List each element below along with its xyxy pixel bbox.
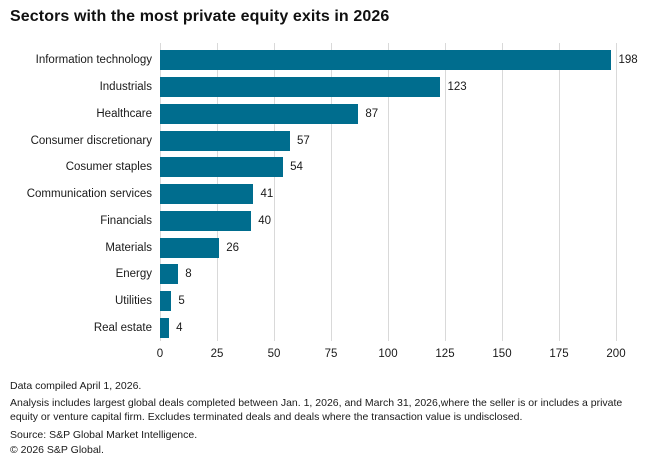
value-label: 41 <box>260 188 274 201</box>
category-label: Industrials <box>99 81 152 94</box>
bar-row: Healthcare 87 <box>0 100 660 127</box>
bar-row: Cosumer staples 54 <box>0 154 660 181</box>
footnote-compiled: Data compiled April 1, 2026. <box>10 380 142 392</box>
value-label: 87 <box>365 107 379 120</box>
bar-row: Information technology 198 <box>0 47 660 74</box>
value-label: 8 <box>185 268 192 281</box>
gridline <box>559 43 560 341</box>
bar-row: Consumer discretionary 57 <box>0 127 660 154</box>
bar-row: Energy 8 <box>0 261 660 288</box>
value-label: 40 <box>258 214 271 227</box>
bar-row: Industrials 123 <box>0 74 660 101</box>
value-label: 5 <box>178 294 185 307</box>
bar <box>160 210 252 231</box>
x-tick-label: 175 <box>549 348 569 360</box>
bar <box>160 290 172 311</box>
bar <box>160 50 612 71</box>
category-label: Real estate <box>93 321 152 334</box>
category-label: Utilities <box>114 294 152 307</box>
footnote-copyright: © 2026 S&P Global. <box>10 443 104 456</box>
x-tick-label: 75 <box>324 348 338 360</box>
value-label: 198 <box>618 54 638 67</box>
value-label: 4 <box>176 321 183 334</box>
category-label: Healthcare <box>96 107 152 120</box>
category-label: Financials <box>100 214 152 227</box>
value-label: 26 <box>226 241 240 254</box>
x-tick-label: 150 <box>492 348 512 360</box>
bar <box>160 130 290 151</box>
bar <box>160 317 170 338</box>
bar <box>160 103 359 124</box>
value-label: 123 <box>447 81 467 94</box>
gridline <box>388 43 389 341</box>
bar <box>160 184 254 205</box>
gridline <box>331 43 332 341</box>
gridline <box>445 43 446 341</box>
value-label: 54 <box>290 161 303 174</box>
gridline <box>274 43 275 341</box>
category-label: Cosumer staples <box>65 161 152 174</box>
bar <box>160 77 441 98</box>
x-tick-label: 100 <box>378 348 398 360</box>
x-axis: 0 25 50 75 100 125 150 175 200 <box>0 348 660 364</box>
category-label: Energy <box>115 268 152 281</box>
bar-rows: Information technology 198 Industrials 123 H… <box>0 47 660 341</box>
footnote-source: Source: S&P Global Market Intelligence. <box>10 429 198 442</box>
x-tick-label: 125 <box>435 348 455 360</box>
bar-row: Real estate 4 <box>0 314 660 341</box>
gridline <box>616 43 617 341</box>
chart-title: Sectors with the most private equity exi… <box>10 8 390 25</box>
footnote-analysis: Analysis includes largest global deals c… <box>10 397 623 423</box>
bar-row: Financials 40 <box>0 207 660 234</box>
category-label: Communication services <box>26 188 152 201</box>
bar-row: Utilities 5 <box>0 288 660 315</box>
value-label: 57 <box>296 134 310 147</box>
bar <box>160 157 284 178</box>
category-label: Consumer discretionary <box>30 134 152 147</box>
bar <box>160 237 220 258</box>
bar-row: Communication services 41 <box>0 181 660 208</box>
category-label: Information technology <box>35 54 152 67</box>
x-tick-label: 50 <box>267 348 281 360</box>
x-tick-label: 0 <box>156 348 164 360</box>
x-tick-label: 200 <box>606 348 626 360</box>
footnotes: Data compiled April 1, 2026. Analysis in… <box>10 380 652 461</box>
category-label: Materials <box>105 241 152 254</box>
bar <box>160 264 179 285</box>
bar-row: Materials 26 <box>0 234 660 261</box>
x-tick-label: 25 <box>210 348 224 360</box>
gridline <box>502 43 503 341</box>
